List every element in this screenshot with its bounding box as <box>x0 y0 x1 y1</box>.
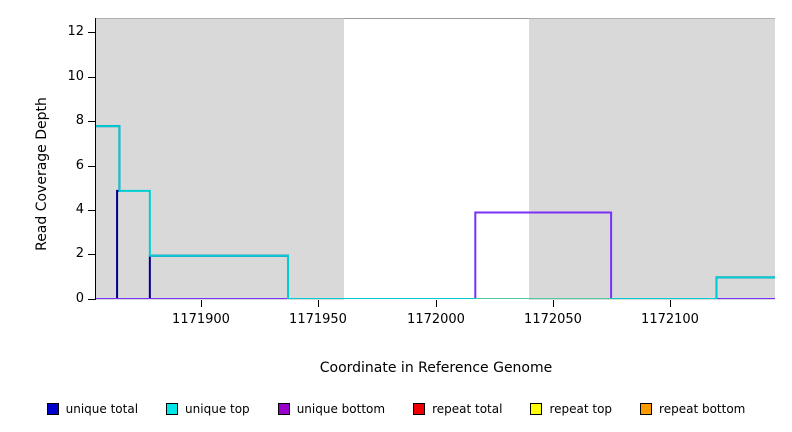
y-axis-line <box>95 18 96 300</box>
y-tick-mark <box>88 77 96 78</box>
legend-label: repeat top <box>549 402 613 416</box>
legend-swatch-icon <box>413 403 426 415</box>
legend-label: unique total <box>65 402 139 416</box>
legend-item-repeat-total[interactable]: repeat total <box>413 402 502 416</box>
y-tick-mark <box>88 254 96 255</box>
x-tick-label: 1172100 <box>641 312 699 327</box>
legend-swatch-icon <box>46 403 59 415</box>
x-tick-label: 1172050 <box>524 312 582 327</box>
legend-item-unique-bottom[interactable]: unique bottom <box>277 402 386 416</box>
y-tick-label: 10 <box>67 69 84 84</box>
x-tick-mark <box>670 300 671 307</box>
x-tick-mark <box>201 300 202 307</box>
legend-label: repeat total <box>432 402 503 416</box>
legend-item-repeat-top[interactable]: repeat top <box>530 402 612 416</box>
series-line-unique-total <box>96 125 775 299</box>
y-tick-label: 0 <box>75 291 84 306</box>
shaded-repeat-region-right <box>529 18 775 300</box>
plot-panel <box>96 18 775 300</box>
legend-label: repeat bottom <box>659 402 746 416</box>
x-tick-label: 1171900 <box>172 312 230 327</box>
legend-item-unique-total[interactable]: unique total <box>46 402 139 416</box>
legend-item-repeat-bottom[interactable]: repeat bottom <box>640 402 745 416</box>
legend-label: unique top <box>185 402 250 416</box>
shaded-repeat-region-left <box>96 18 344 300</box>
legend-swatch-icon <box>530 403 543 415</box>
y-tick-mark <box>88 166 96 167</box>
y-tick-mark <box>88 121 96 122</box>
x-tick-label: 1171950 <box>289 312 347 327</box>
y-tick-label: 2 <box>75 246 84 261</box>
panel-top-rule <box>96 18 775 19</box>
y-tick-label: 8 <box>75 113 84 128</box>
series-line-unique-bottom <box>96 211 775 299</box>
x-axis-title: Coordinate in Reference Genome <box>319 360 553 376</box>
series-traces <box>96 125 775 299</box>
x-tick-mark <box>553 300 554 307</box>
legend-swatch-icon <box>640 403 653 415</box>
legend-item-unique-top[interactable]: unique top <box>166 402 250 416</box>
y-tick-mark <box>88 210 96 211</box>
series-line-unique-top <box>96 125 775 299</box>
x-tick-label: 1172000 <box>407 312 465 327</box>
x-tick-mark <box>436 300 437 307</box>
legend-swatch-icon <box>277 403 290 415</box>
x-tick-mark <box>318 300 319 307</box>
y-tick-mark <box>88 299 96 300</box>
y-tick-label: 6 <box>75 158 84 173</box>
legend-label: unique bottom <box>296 402 386 416</box>
legend-swatch-icon <box>166 403 179 415</box>
y-tick-label: 4 <box>75 202 84 217</box>
chart-legend: unique total unique top unique bottom re… <box>0 398 792 420</box>
y-tick-label: 12 <box>67 24 84 39</box>
y-tick-mark <box>88 32 96 33</box>
